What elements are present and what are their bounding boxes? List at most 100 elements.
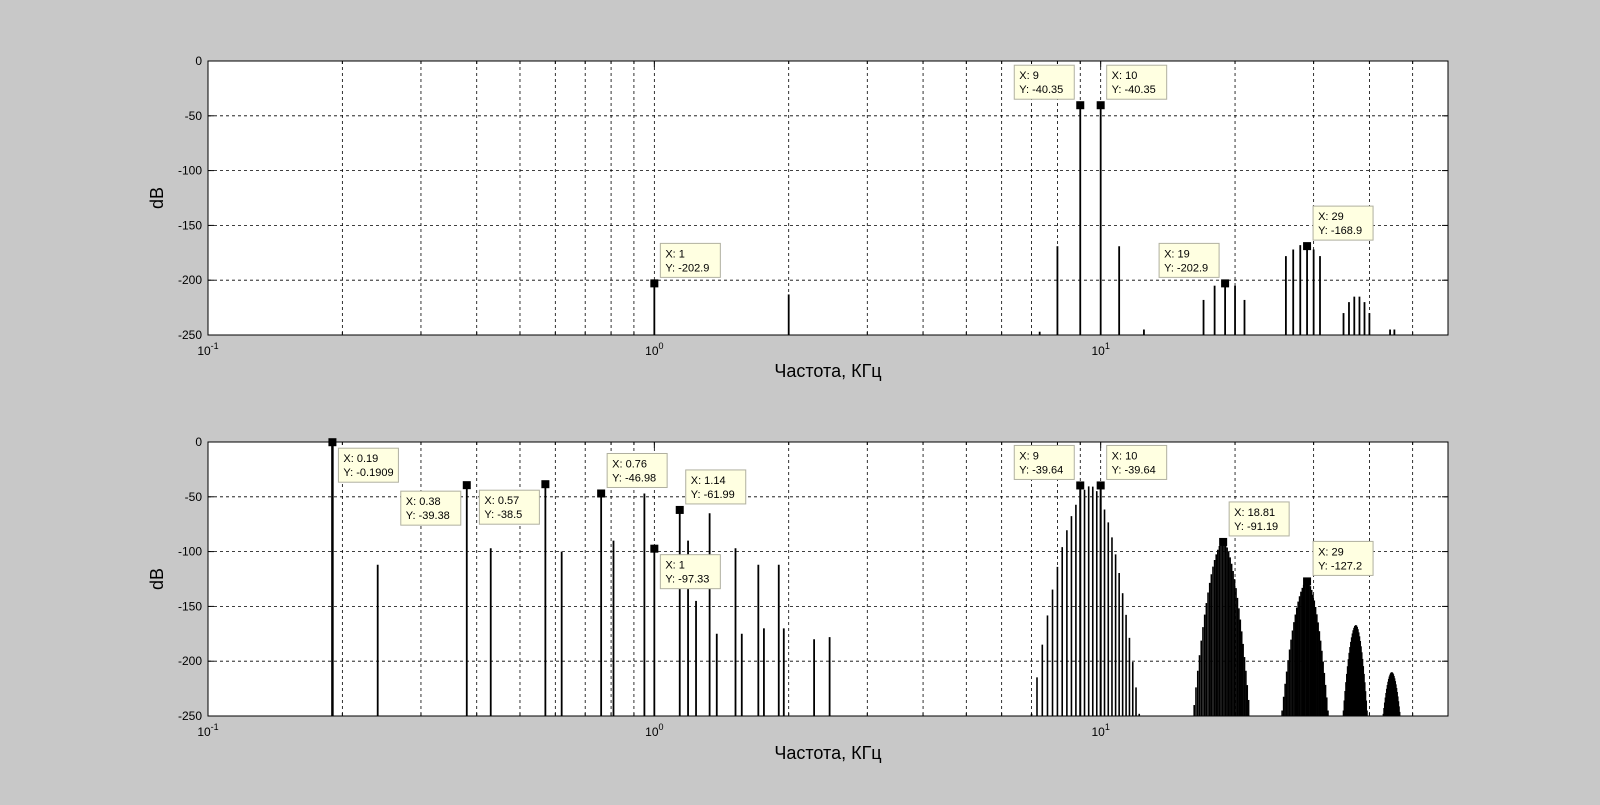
datatip: X: 18.81 Y: -91.19	[1219, 501, 1290, 546]
datatip-box	[478, 489, 540, 525]
datatip-box	[659, 242, 721, 278]
datatip-y-text: Y: -46.98	[612, 472, 656, 484]
datatip: X: 19 Y: -202.9	[1158, 242, 1230, 288]
datatip-marker	[650, 544, 659, 553]
y-axis-label: dB	[147, 568, 167, 590]
datatip-x-text: X: 18.81	[1234, 507, 1275, 519]
stem-cluster	[1342, 625, 1368, 716]
y-tick-label: 0	[195, 54, 202, 68]
datatip-box	[1013, 444, 1075, 480]
stem-cluster	[1030, 485, 1141, 716]
datatip-x-text: X: 0.19	[343, 453, 378, 465]
stems	[653, 105, 1396, 335]
axes-frame	[207, 60, 1449, 336]
datatip: X: 9 Y: -40.35	[1013, 64, 1085, 110]
x-tick-label: 10-1	[197, 341, 218, 358]
datatip-y-text: Y: -91.19	[1234, 521, 1278, 533]
datatip-x-text: X: 9	[1019, 70, 1039, 82]
datatip: X: 0.38 Y: -39.38	[400, 481, 471, 526]
y-tick-label: -250	[178, 328, 202, 342]
x-axis-label: Частота, КГц	[774, 743, 881, 763]
datatip-y-text: Y: -39.64	[1112, 464, 1156, 476]
datatip-marker	[541, 480, 550, 489]
datatip-marker	[1303, 577, 1312, 586]
y-tick-label: -150	[178, 218, 202, 232]
stems	[331, 442, 1401, 716]
datatip-box	[337, 447, 399, 483]
x-tick-label: 101	[1091, 341, 1109, 358]
stem-cluster	[1281, 581, 1329, 716]
plot-area	[208, 442, 1448, 716]
datatip-x-text: X: 1.14	[691, 475, 726, 487]
datatip-y-text: Y: -202.9	[1164, 262, 1208, 274]
datatip-y-text: Y: -127.2	[1318, 560, 1362, 572]
y-tick-label: -50	[185, 109, 203, 123]
y-tick-label: -50	[185, 490, 203, 504]
datatip-x-text: X: 10	[1112, 450, 1138, 462]
datatip-marker	[1219, 537, 1228, 546]
datatip-marker	[1096, 481, 1105, 490]
datatip-box	[1106, 64, 1168, 100]
datatip-marker	[1303, 242, 1312, 251]
y-tick-label: -100	[178, 545, 202, 559]
x-tick-label: 100	[645, 722, 663, 739]
datatip-box	[1312, 205, 1374, 241]
datatip-marker	[1076, 481, 1085, 490]
datatip-box	[1013, 64, 1075, 100]
datatip: X: 10 Y: -40.35	[1096, 64, 1168, 110]
y-tick-label: -100	[178, 164, 202, 178]
datatip: X: 29 Y: -168.9	[1303, 205, 1374, 251]
datatip-box	[606, 452, 668, 488]
x-tick-label: 10-1	[197, 722, 218, 739]
y-axis-label: dB	[147, 187, 167, 209]
axes-frame	[207, 441, 1449, 717]
datatip-box	[1158, 242, 1220, 278]
datatip-x-text: X: 1	[665, 248, 685, 260]
x-axis-label: Частота, КГц	[774, 361, 881, 381]
datatip: X: 1 Y: -202.9	[650, 242, 721, 288]
datatip-y-text: Y: -40.35	[1112, 84, 1156, 96]
datatips: X: 1 Y: -202.9 X: 9 Y: -40.35 X: 10 Y: -40.35…	[650, 64, 1374, 288]
datatip-marker	[1076, 101, 1085, 110]
x-tick-label: 101	[1091, 722, 1109, 739]
datatip-marker	[462, 481, 471, 490]
datatip-marker	[1096, 101, 1105, 110]
datatip: X: 29 Y: -127.2	[1303, 540, 1374, 586]
datatip-x-text: X: 0.57	[484, 495, 519, 507]
datatip: X: 0.19 Y: -0.1909	[328, 438, 399, 483]
datatip-marker	[328, 438, 337, 447]
datatip-y-text: Y: -97.33	[665, 574, 709, 586]
datatip-y-text: Y: -40.35	[1019, 84, 1063, 96]
y-tick-label: -200	[178, 654, 202, 668]
datatip: X: 0.76 Y: -46.98	[597, 452, 668, 498]
datatip-marker	[675, 505, 684, 514]
x-tick-label: 100	[645, 341, 663, 358]
y-tick-label: -250	[178, 709, 202, 723]
y-tick-label: 0	[195, 435, 202, 449]
datatip-x-text: X: 1	[665, 560, 685, 572]
datatip-x-text: X: 29	[1318, 211, 1344, 223]
datatip-y-text: Y: -168.9	[1318, 225, 1362, 237]
y-tick-label: -150	[178, 599, 202, 613]
datatip-box	[1312, 540, 1374, 576]
stem-cluster	[1193, 542, 1250, 716]
datatip: X: 0.57 Y: -38.5	[478, 480, 550, 525]
plot-area	[208, 61, 1448, 335]
datatip-x-text: X: 0.38	[406, 496, 441, 508]
datatips: X: 0.19 Y: -0.1909 X: 0.38 Y: -39.38 X: 0.57…	[328, 438, 1374, 590]
datatip-y-text: Y: -39.38	[406, 510, 450, 522]
stem-cluster	[1382, 672, 1401, 716]
datatip: X: 1.14 Y: -61.99	[675, 469, 747, 514]
datatip-box	[400, 490, 462, 526]
datatip-box	[1106, 444, 1168, 480]
datatip: X: 1 Y: -97.33	[650, 544, 721, 590]
datatip-x-text: X: 9	[1019, 450, 1039, 462]
datatip-marker	[650, 279, 659, 288]
datatip-y-text: Y: -202.9	[665, 262, 709, 274]
datatip-y-text: Y: -38.5	[484, 509, 522, 521]
datatip-y-text: Y: -39.64	[1019, 464, 1063, 476]
datatip: X: 10 Y: -39.64	[1096, 444, 1168, 490]
